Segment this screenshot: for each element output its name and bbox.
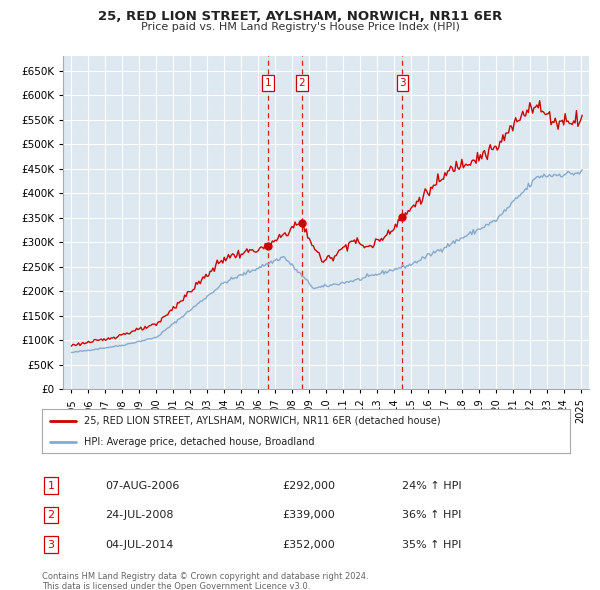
Text: £352,000: £352,000 bbox=[282, 540, 335, 549]
Text: 1: 1 bbox=[47, 481, 55, 490]
Text: 25, RED LION STREET, AYLSHAM, NORWICH, NR11 6ER (detached house): 25, RED LION STREET, AYLSHAM, NORWICH, N… bbox=[84, 416, 441, 426]
Text: 35% ↑ HPI: 35% ↑ HPI bbox=[402, 540, 461, 549]
Text: 3: 3 bbox=[47, 540, 55, 549]
Text: 2: 2 bbox=[298, 78, 305, 88]
Text: Price paid vs. HM Land Registry's House Price Index (HPI): Price paid vs. HM Land Registry's House … bbox=[140, 22, 460, 32]
Text: This data is licensed under the Open Government Licence v3.0.: This data is licensed under the Open Gov… bbox=[42, 582, 310, 590]
Text: 1: 1 bbox=[265, 78, 272, 88]
Text: 07-AUG-2006: 07-AUG-2006 bbox=[105, 481, 179, 490]
Text: 24-JUL-2008: 24-JUL-2008 bbox=[105, 510, 173, 520]
Text: 3: 3 bbox=[399, 78, 406, 88]
Text: 04-JUL-2014: 04-JUL-2014 bbox=[105, 540, 173, 549]
Text: £339,000: £339,000 bbox=[282, 510, 335, 520]
Text: 2: 2 bbox=[47, 510, 55, 520]
Text: HPI: Average price, detached house, Broadland: HPI: Average price, detached house, Broa… bbox=[84, 437, 315, 447]
Text: Contains HM Land Registry data © Crown copyright and database right 2024.: Contains HM Land Registry data © Crown c… bbox=[42, 572, 368, 581]
Text: £292,000: £292,000 bbox=[282, 481, 335, 490]
Text: 24% ↑ HPI: 24% ↑ HPI bbox=[402, 481, 461, 490]
Text: 36% ↑ HPI: 36% ↑ HPI bbox=[402, 510, 461, 520]
Text: 25, RED LION STREET, AYLSHAM, NORWICH, NR11 6ER: 25, RED LION STREET, AYLSHAM, NORWICH, N… bbox=[98, 10, 502, 23]
